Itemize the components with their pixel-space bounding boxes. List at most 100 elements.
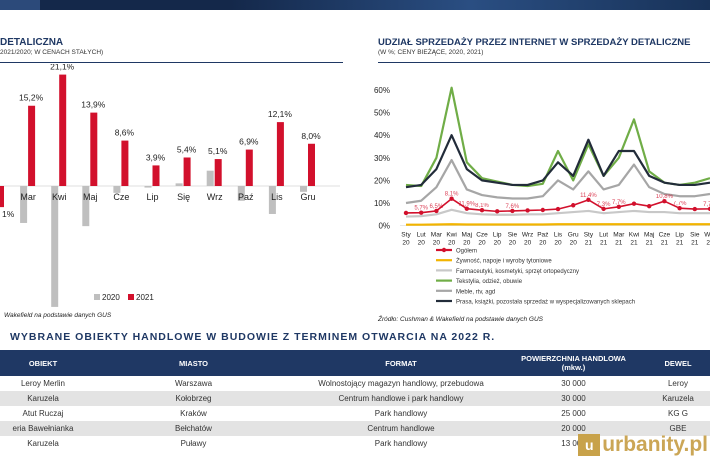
table-title: WYBRANE OBIEKTY HANDLOWE W BUDOWIE Z TER… bbox=[10, 331, 496, 343]
bar-2020 bbox=[268, 186, 276, 214]
data-label: 7,6% bbox=[506, 204, 520, 210]
x-tick-month: Mar bbox=[431, 232, 443, 239]
bar-2021 bbox=[308, 143, 315, 186]
data-label: 6,5% bbox=[430, 204, 444, 210]
series-marker bbox=[707, 206, 710, 212]
bar-2020 bbox=[51, 186, 59, 307]
series-marker bbox=[647, 203, 652, 209]
series-marker bbox=[555, 206, 561, 212]
data-label: 5,7% bbox=[414, 206, 428, 212]
x-tick-month: Sty bbox=[401, 232, 411, 239]
x-tick-label: Paź bbox=[238, 192, 254, 202]
x-tick-year: 21 bbox=[615, 240, 623, 247]
cell-obiekt: Leroy Merlin bbox=[20, 379, 65, 388]
series-marker bbox=[540, 207, 545, 213]
table-row: Atut Ruczaj Kraków Park handlowy 25 000 … bbox=[0, 406, 710, 421]
data-label: 13,9% bbox=[81, 100, 106, 110]
y-tick-label: 60% bbox=[374, 86, 390, 95]
data-label: 6,9% bbox=[239, 137, 259, 147]
x-tick-year: 20 bbox=[463, 240, 471, 247]
col-powierzchnia: POWIERZCHNIA HANDLOWA (mkw.) bbox=[501, 350, 646, 376]
table-row: eria Bawełnianka Bełchatów Centrum handl… bbox=[0, 421, 710, 436]
data-label: 21,1% bbox=[50, 64, 75, 72]
legend-label: Meble, rtv, agd bbox=[456, 289, 495, 295]
cell-miasto: Bełchatów bbox=[86, 421, 301, 436]
cell-deweloper: Karuzela bbox=[646, 391, 710, 406]
series-marker bbox=[434, 208, 439, 214]
x-tick-month: Maj bbox=[644, 232, 654, 239]
data-label: 8,0% bbox=[301, 131, 321, 141]
x-tick-month: Wrz bbox=[704, 232, 710, 239]
series-marker bbox=[571, 203, 576, 208]
bar-2020 bbox=[144, 186, 152, 188]
x-tick-month: Lut bbox=[417, 232, 426, 239]
data-label: 5,1% bbox=[208, 146, 228, 156]
data-label: 8,6% bbox=[115, 128, 135, 138]
left-chart-subtitle: 2021/2020; W CENACH STAŁYCH) bbox=[0, 49, 104, 56]
y-tick-label: 30% bbox=[374, 154, 390, 163]
data-label: 11,9% bbox=[459, 202, 476, 208]
x-tick-label: Mar bbox=[20, 192, 36, 202]
x-tick-label: Maj bbox=[83, 192, 98, 202]
x-tick-month: Mar bbox=[613, 232, 625, 239]
col-deweloper: DEWEL bbox=[646, 350, 710, 376]
cell-format: Park handlowy bbox=[374, 409, 428, 418]
bar-2021 bbox=[28, 105, 36, 186]
bar-2021 bbox=[152, 165, 160, 186]
cell-miasto: Warszawa bbox=[174, 379, 213, 388]
left-separator bbox=[0, 62, 343, 63]
series-marker bbox=[525, 208, 530, 213]
data-label: 1% bbox=[2, 209, 15, 219]
bar-2021 bbox=[0, 186, 4, 208]
x-tick-year: 20 bbox=[448, 240, 456, 247]
bar-2020 bbox=[113, 186, 121, 193]
cell-obiekt: Karuzela bbox=[27, 439, 59, 448]
series-marker bbox=[464, 206, 469, 211]
x-tick-year: 21 bbox=[600, 240, 608, 247]
x-tick-month: Lut bbox=[599, 232, 608, 239]
x-tick-month: Cze bbox=[659, 232, 671, 239]
bar-2021 bbox=[90, 112, 98, 186]
legend-swatch-2020 bbox=[94, 294, 100, 300]
cell-obiekt: Atut Ruczaj bbox=[22, 409, 64, 418]
x-tick-year: 21 bbox=[646, 240, 654, 247]
x-tick-label: Lip bbox=[146, 192, 158, 202]
x-tick-year: 20 bbox=[539, 240, 547, 247]
bar-2021 bbox=[59, 74, 67, 186]
right-chart-subtitle: (W %; CENY BIEŻĄCE, 2020, 2021) bbox=[378, 49, 484, 56]
x-tick-month: Lip bbox=[675, 232, 684, 239]
data-label: 5,4% bbox=[177, 144, 197, 154]
projects-table: OBIEKT MIASTO FORMAT POWIERZCHNIA HANDLO… bbox=[0, 350, 710, 451]
cell-format: Centrum handlowe bbox=[301, 421, 501, 436]
x-tick-year: 21 bbox=[706, 240, 710, 247]
legend-label: Żywność, napoje i wyroby tytoniowe bbox=[456, 258, 552, 265]
bar-2021 bbox=[121, 140, 129, 186]
x-tick-year: 20 bbox=[433, 240, 441, 247]
x-tick-month: Sie bbox=[690, 232, 700, 239]
series-line bbox=[405, 158, 710, 205]
bar-2020 bbox=[206, 170, 214, 186]
cell-powierzchnia: 20 000 bbox=[501, 421, 646, 436]
y-tick-label: 40% bbox=[374, 131, 390, 140]
y-tick-label: 0% bbox=[378, 222, 390, 231]
x-tick-year: 20 bbox=[418, 240, 426, 247]
cell-powierzchnia: 30 000 bbox=[561, 379, 586, 388]
x-tick-label: Się bbox=[177, 192, 190, 202]
cell-obiekt: eria Bawełnianka bbox=[0, 421, 86, 436]
x-tick-month: Wrz bbox=[522, 232, 533, 239]
x-tick-month: Cze bbox=[476, 232, 488, 239]
right-separator bbox=[378, 62, 710, 63]
series-marker bbox=[479, 208, 485, 213]
table-row: Karuzela Kołobrzeg Centrum handlowe i pa… bbox=[0, 391, 710, 406]
cell-deweloper: KG G bbox=[667, 409, 688, 418]
legend-label: Ogółem bbox=[456, 249, 477, 255]
cell-miasto: Kraków bbox=[180, 409, 207, 418]
logo-mark-icon: u bbox=[578, 434, 601, 456]
cell-powierzchnia: 30 000 bbox=[501, 391, 646, 406]
legend-label: Farmaceutyki, kosmetyki, sprzęt ortopedy… bbox=[456, 269, 579, 275]
cell-miasto: Kołobrzeg bbox=[86, 391, 301, 406]
urbanity-logo: u urbanity.pl bbox=[578, 432, 708, 458]
top-banner bbox=[0, 0, 710, 10]
right-source-note: Źródło: Cushman & Wakefield na podstawie… bbox=[378, 316, 543, 323]
y-tick-label: 20% bbox=[374, 176, 390, 185]
